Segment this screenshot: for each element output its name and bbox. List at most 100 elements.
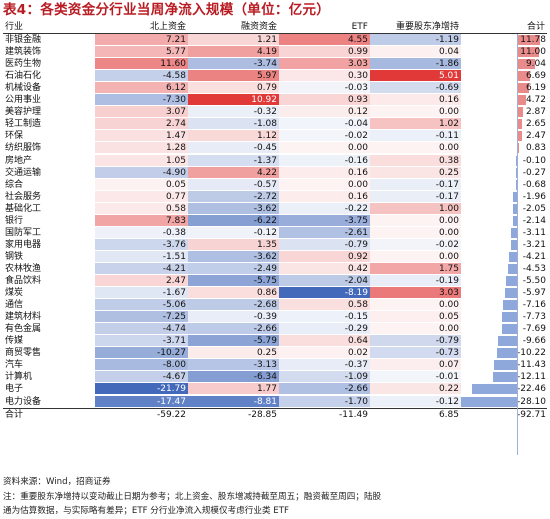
total-value: 0.83 xyxy=(525,143,546,154)
margin-cell: -6.34 xyxy=(188,371,279,383)
holder-cell: -0.69 xyxy=(370,82,461,94)
northbound-cell: 0.77 xyxy=(95,190,188,202)
footnote-line-1: 注：重要股东净增持以变动截止日期为参考；北上资金、股东增减持截至周五；融资截至周… xyxy=(3,491,382,502)
total-cell: 0.83 xyxy=(461,142,547,154)
northbound-cell: -3.71 xyxy=(95,335,188,347)
total-cell: 2.87 xyxy=(461,106,547,118)
holder-cell: 0.00 xyxy=(370,106,461,118)
holder-cell: 3.03 xyxy=(370,287,461,299)
etf-cell: 0.16 xyxy=(279,166,370,178)
table-row: 非银金融 7.21 1.21 4.55 -1.19 11.78 xyxy=(3,34,547,47)
margin-cell: -0.39 xyxy=(188,311,279,323)
industry-cell: 煤炭 xyxy=(5,288,24,299)
industry-cell: 房地产 xyxy=(5,155,33,166)
total-bar xyxy=(517,71,531,82)
northbound-cell: -7.25 xyxy=(95,311,188,323)
total-cell: -3.21 xyxy=(461,239,547,250)
total-cell: -0.68 xyxy=(461,179,547,190)
total-cell: -2.05 xyxy=(461,203,547,214)
holder-cell: 1.02 xyxy=(370,118,461,130)
northbound-cell: -21.79 xyxy=(95,383,188,395)
northbound-cell: -7.30 xyxy=(95,94,188,106)
northbound-cell: -4.58 xyxy=(95,70,188,82)
etf-cell: 0.02 xyxy=(279,347,370,359)
total-bar xyxy=(517,59,536,70)
margin-cell: 4.19 xyxy=(188,46,279,58)
northbound-cell: 2.47 xyxy=(95,275,188,287)
table-row: 商贸零售 -10.27 0.25 0.02 -0.73 -10.22 xyxy=(3,347,547,360)
etf-cell: 4.55 xyxy=(279,34,370,46)
holder-cell: 0.04 xyxy=(370,46,461,58)
industry-cell: 银行 xyxy=(5,215,24,226)
total-bar xyxy=(517,83,530,94)
total-value: 6.19 xyxy=(525,83,546,94)
margin-cell: -2.68 xyxy=(188,299,279,311)
industry-cell: 医药生物 xyxy=(5,59,42,70)
holder-cell: 0.25 xyxy=(370,166,461,178)
margin-cell: -3.74 xyxy=(188,58,279,70)
total-value: -0.10 xyxy=(522,155,546,166)
total-value: 11.00 xyxy=(520,47,546,58)
margin-cell: -1.08 xyxy=(188,118,279,130)
industry-cell: 家用电器 xyxy=(5,239,42,250)
industry-cell: 综合 xyxy=(5,179,24,190)
holder-cell: 0.22 xyxy=(370,383,461,395)
industry-cell: 环保 xyxy=(5,131,24,142)
holder-cell: -0.19 xyxy=(370,275,461,287)
total-value: -28.10 xyxy=(516,396,546,407)
table-row: 机械设备 6.12 0.79 -0.03 -0.69 6.19 xyxy=(3,82,547,95)
total-cell: -4.53 xyxy=(461,263,547,274)
table-row: 汽车 -8.00 -3.13 -0.37 0.07 -11.43 xyxy=(3,359,547,372)
total-bar xyxy=(510,227,517,238)
table-row: 房地产 1.05 -1.37 -0.16 0.38 -0.10 xyxy=(3,154,547,167)
northbound-cell: -5.06 xyxy=(95,299,188,311)
total-cell: 2.65 xyxy=(461,118,547,130)
table-row: 钢铁 -1.51 -3.62 0.92 0.00 -4.21 xyxy=(3,250,547,263)
northbound-cell: 3.07 xyxy=(95,106,188,118)
table-row: 食品饮料 2.47 -5.75 -2.04 -0.19 -5.50 xyxy=(3,275,547,288)
margin-cell: -1.37 xyxy=(188,154,279,166)
northbound-cell: -1.51 xyxy=(95,250,188,262)
etf-cell: -3.75 xyxy=(279,214,370,226)
header-industry: 行业 xyxy=(5,22,24,32)
total-value: -1.96 xyxy=(522,191,546,202)
total-value: -12.11 xyxy=(516,372,546,383)
table-title: 表4：各类资金分行业当周净流入规模（单位：亿元） xyxy=(3,2,331,18)
total-bar xyxy=(501,312,517,323)
table-row: 交通运输 -4.90 4.22 0.16 0.25 -0.27 xyxy=(3,166,547,179)
holder-cell: -0.01 xyxy=(370,371,461,383)
northbound-cell: 5.77 xyxy=(95,46,188,58)
total-value: -3.11 xyxy=(522,227,546,238)
industry-cell: 商贸零售 xyxy=(5,348,42,359)
total-value: -4.21 xyxy=(522,251,546,262)
total-bar xyxy=(494,360,517,371)
margin-cell: 1.35 xyxy=(188,238,279,250)
total-bar xyxy=(501,324,517,335)
table-row: 公用事业 -7.30 10.92 0.93 0.16 4.72 xyxy=(3,94,547,107)
holder-cell: -0.17 xyxy=(370,190,461,202)
etf-cell: -0.79 xyxy=(279,238,370,250)
table-row: 有色金属 -4.74 -2.66 -0.29 0.00 -7.69 xyxy=(3,323,547,336)
holder-cell: -0.17 xyxy=(370,178,461,190)
total-value: -9.66 xyxy=(522,336,546,347)
industry-cell: 国防军工 xyxy=(5,227,42,238)
industry-cell: 交通运输 xyxy=(5,167,42,178)
table-notes: 资料来源：Wind，招商证券 注：重要股东净增持以变动截止日期为参考；北上资金、… xyxy=(3,475,547,519)
holder-cell: 0.00 xyxy=(370,226,461,238)
etf-cell: -0.04 xyxy=(279,118,370,130)
total-bar xyxy=(517,107,523,118)
header-etf: ETF xyxy=(351,22,368,32)
margin-cell: 0.79 xyxy=(188,82,279,94)
margin-cell: 4.22 xyxy=(188,166,279,178)
margin-cell: -0.57 xyxy=(188,178,279,190)
northbound-cell: -4.67 xyxy=(95,371,188,383)
total-value: 9.04 xyxy=(525,59,546,70)
total-value: -2.14 xyxy=(522,215,546,226)
total-bar xyxy=(506,276,517,286)
etf-cell: -8.19 xyxy=(279,287,370,299)
table-row: 建筑装饰 5.77 4.19 0.99 0.04 11.00 xyxy=(3,46,547,59)
northbound-cell: 0.58 xyxy=(95,202,188,214)
total-bar xyxy=(515,179,517,190)
total-cell: -0.10 xyxy=(461,155,547,166)
table-row: 电力设备 -17.47 -8.81 -1.70 -0.12 -28.10 xyxy=(3,395,547,408)
